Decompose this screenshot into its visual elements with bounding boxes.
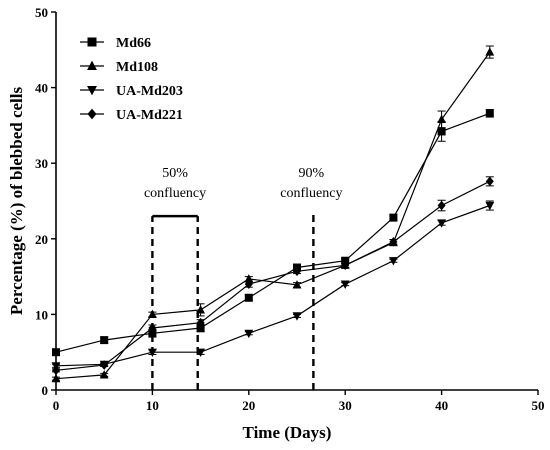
data-point-marker [341, 260, 350, 271]
data-point-marker [244, 274, 254, 283]
x-axis-label: Time (Days) [243, 423, 332, 442]
y-tick-label: 30 [35, 156, 48, 171]
y-tick-label: 20 [35, 232, 48, 247]
data-point-marker [52, 365, 60, 376]
series-ua-md203 [51, 200, 495, 371]
data-point-marker [52, 348, 60, 357]
annotation-text: 50% [162, 166, 188, 181]
data-point-marker [437, 219, 446, 228]
annotation-text: 90% [299, 166, 325, 181]
data-point-marker [485, 201, 495, 211]
y-axis-label: Percentage (%) of blebbed cells [7, 87, 26, 316]
series-line [55, 51, 491, 380]
data-point-marker [389, 237, 398, 247]
x-tick-label: 30 [339, 398, 352, 413]
data-point-marker [485, 176, 494, 187]
series-md66 [52, 109, 494, 357]
data-point-marker [196, 317, 205, 328]
data-point-marker [437, 114, 446, 123]
legend-marker [87, 60, 97, 71]
annotation-text: confluency [144, 186, 206, 201]
data-point-marker [293, 266, 301, 277]
data-point-marker [148, 329, 157, 338]
data-point-marker [292, 312, 302, 321]
data-point-marker [389, 257, 398, 266]
x-tick-label: 20 [242, 398, 255, 413]
x-tick-label: 50 [532, 398, 545, 413]
data-point-marker [485, 109, 494, 118]
x-tick-label: 0 [53, 398, 60, 413]
legend-marker [87, 37, 97, 47]
series-line [55, 204, 491, 367]
x-tick-label: 40 [435, 398, 448, 413]
legend-label: Md108 [116, 60, 158, 75]
data-point-marker [100, 360, 109, 370]
data-point-marker [196, 324, 205, 333]
data-point-marker [148, 309, 157, 318]
y-tick-label: 50 [35, 5, 48, 20]
annotation-0: 50% confluency [144, 166, 206, 390]
data-point-marker [51, 373, 61, 383]
annotation-text: confluency [280, 186, 342, 201]
legend-label: UA-Md221 [116, 108, 183, 123]
data-point-marker [196, 348, 205, 357]
data-point-marker [340, 280, 350, 289]
y-tick-label: 40 [35, 81, 48, 96]
data-point-marker [244, 329, 254, 339]
legend-marker [87, 85, 97, 96]
data-point-marker [389, 213, 398, 222]
legend: Md66 Md108 UA-Md203 UA-Md221 [80, 36, 183, 123]
legend-label: UA-Md203 [116, 84, 183, 99]
legend-label: Md66 [116, 36, 151, 51]
data-point-marker [244, 279, 253, 289]
data-point-marker [292, 280, 302, 289]
series-ua-md221 [52, 176, 494, 376]
data-point-marker [244, 293, 253, 302]
data-point-marker [437, 127, 446, 136]
series-line [55, 112, 491, 353]
series-line [55, 180, 491, 371]
x-tick-label: 10 [146, 398, 159, 413]
annotation-1: 90% confluency [280, 166, 342, 390]
data-point-marker [99, 370, 109, 379]
data-point-marker [196, 305, 205, 314]
data-point-marker [485, 47, 495, 56]
data-point-marker [148, 323, 157, 333]
data-point-marker [100, 336, 109, 345]
y-tick-label: 0 [42, 383, 49, 398]
y-tick-label: 10 [35, 307, 48, 322]
legend-marker [87, 108, 97, 120]
data-point-marker [437, 200, 446, 211]
data-point-marker [148, 348, 157, 357]
